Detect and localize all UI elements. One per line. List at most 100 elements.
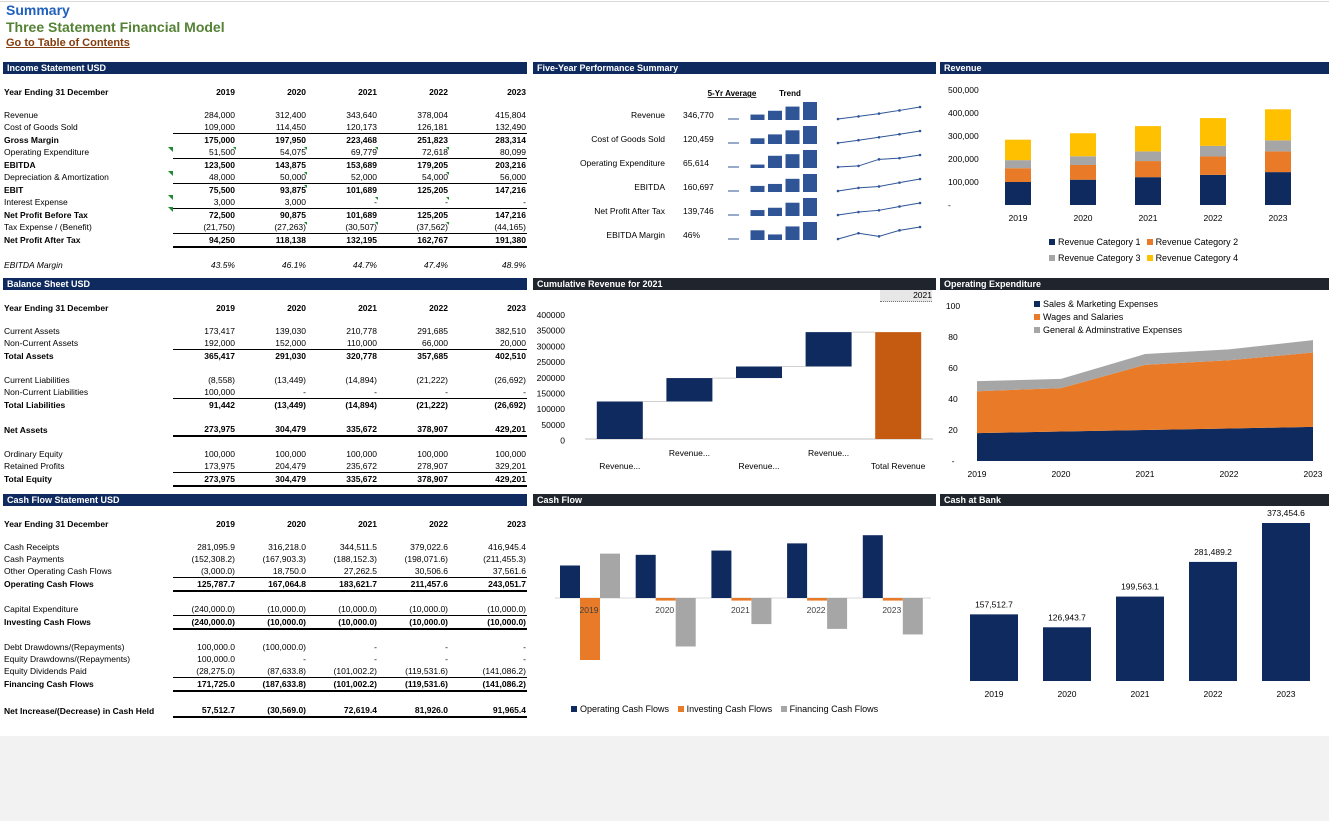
x-tick-label: 2019 <box>985 689 1004 699</box>
perf-row-average: 346,770 <box>683 110 714 120</box>
legend-item: Revenue Category 4 <box>1141 253 1238 263</box>
opex-chart: 100 80 60 40 20 - 2019 2020 2021 2022 2023 <box>946 301 1323 479</box>
x-tick-label: 2022 <box>1220 469 1239 479</box>
legend-label: Revenue Category 3 <box>1058 253 1141 263</box>
row-value: 109,000 <box>173 121 236 134</box>
income-statement-header: Income Statement USD <box>3 62 527 74</box>
row-value: - <box>374 654 377 664</box>
y-tick-label: 250000 <box>537 357 566 367</box>
row-value: - <box>378 386 449 399</box>
row-value: 100,000.0 <box>197 654 235 664</box>
row-value: 80,099 <box>449 146 527 159</box>
y-tick-label: 200,000 <box>948 154 979 164</box>
y-tick-label: 500,000 <box>948 85 979 95</box>
cash-flow-bar <box>807 598 828 601</box>
cash-flow-bar <box>882 598 903 601</box>
row-value: 192,000 <box>173 337 236 350</box>
year-cell: 2021 <box>358 519 377 529</box>
trend-point <box>857 115 860 118</box>
x-tick-label: 2019 <box>968 469 987 479</box>
row-value: (27,263) <box>236 221 307 234</box>
x-tick-label: 2020 <box>655 605 674 615</box>
cash-flow-bar <box>862 535 883 598</box>
table-row: Operating Expenditure 51,500 54,075 69,779 7… <box>3 146 527 159</box>
year-cell: 2019 <box>216 87 235 97</box>
row-value: 47.4% <box>423 260 448 270</box>
spark-bar <box>750 114 765 120</box>
row-value: 48.9% <box>501 260 526 270</box>
legend-item: General & Adminstrative Expenses <box>1028 324 1182 337</box>
row-value: 379,022.6 <box>410 542 448 552</box>
trend-point <box>898 156 901 160</box>
toc-link[interactable]: Go to Table of Contents <box>6 37 130 49</box>
row-value: 143,875 <box>275 160 306 170</box>
row-value: 153,689 <box>346 160 377 170</box>
revenue-bar-segment <box>1200 118 1226 146</box>
cash-flow-bar <box>580 598 600 660</box>
row-label: Total Liabilities <box>4 399 66 410</box>
trend-point <box>877 158 881 161</box>
revenue-bar-segment <box>1005 160 1031 169</box>
data-label: 126,943.7 <box>1048 612 1086 622</box>
row-value: 100,000 <box>417 449 448 459</box>
x-tick-label: 2021 <box>1131 689 1150 699</box>
row-value: 291,685 <box>417 326 448 336</box>
row-value: 211,457.6 <box>378 577 449 592</box>
row-label: Investing Cash Flows <box>4 617 91 628</box>
table-row: Current Liabilities (8,558) (13,449) (14,89… <box>3 374 527 386</box>
cash-flow-chart: 2019 2020 2021 2022 2023 <box>555 535 931 660</box>
y-tick-label: 300000 <box>537 341 566 351</box>
row-value: 139,030 <box>275 326 306 336</box>
y-tick-label: 400000 <box>537 310 566 320</box>
row-value: 147,216 <box>495 210 526 220</box>
y-tick-label: 100,000 <box>948 177 979 187</box>
x-tick-label: 2021 <box>1136 469 1155 479</box>
row-value: (167,903.3) <box>262 554 306 564</box>
table-row: Total Liabilities 91,442 (13,449) (14,894) (… <box>3 399 527 412</box>
row-value: 44.7% <box>352 260 377 270</box>
row-value: 56,000 <box>449 171 527 184</box>
row-value: 402,510 <box>495 351 526 361</box>
row-label: Current Liabilities <box>4 375 70 385</box>
year-cell: 2023 <box>507 303 526 313</box>
row-value: (211,455.3) <box>483 554 526 564</box>
opex-legend: Sales & Marketing Expenses Wages and Sal… <box>1028 298 1182 337</box>
table-row: Depreciation & Amortization 48,000 50,000 5… <box>3 171 527 184</box>
trend-point <box>877 135 881 139</box>
row-value: 197,950 <box>275 135 306 145</box>
revenue-bar-segment <box>1005 168 1031 182</box>
y-tick-label: 200000 <box>537 373 566 383</box>
trend-line <box>837 178 921 192</box>
data-label: 281,489.2 <box>1194 547 1232 557</box>
perf-row-label: EBITDA Margin <box>606 230 665 240</box>
spark-bar <box>750 138 765 144</box>
row-label: Cost of Goods Sold <box>4 122 78 133</box>
x-tick-label: 2021 <box>1139 213 1158 223</box>
cumulative-year-field[interactable]: 2021 <box>880 290 932 302</box>
row-value: 147,216 <box>495 185 526 195</box>
row-value: 72,500 <box>209 210 235 220</box>
spark-bar <box>785 178 800 192</box>
opex-chart-header: Operating Expenditure <box>940 278 1329 290</box>
spark-bar <box>803 198 817 216</box>
year-header-row: Year Ending 31 December 2019 2020 2021 2022 2… <box>3 85 527 99</box>
revenue-bar-segment <box>1265 151 1291 173</box>
table-row: Investing Cash Flows (240,000.0) (10,000.0… <box>3 615 527 630</box>
row-value: (30,507) <box>307 221 378 234</box>
trend-point <box>898 229 901 232</box>
x-tick-label: 2022 <box>807 605 826 615</box>
row-value: 118,138 <box>236 233 307 248</box>
row-value: (10,000.0) <box>307 615 378 630</box>
table-row: Tax Expense / (Benefit) (21,750) (27,263)(… <box>3 221 527 234</box>
row-label: EBITDA Margin <box>4 260 63 270</box>
trend-point <box>857 164 860 168</box>
row-value: - <box>445 654 448 664</box>
row-value: 284,000 <box>204 110 235 120</box>
row-value: 365,417 <box>204 351 235 361</box>
avg-column-header: 5-Yr Average <box>708 89 757 98</box>
row-value: 162,767 <box>378 233 449 248</box>
year-cell: 2022 <box>429 303 448 313</box>
legend-item: Wages and Salaries <box>1028 311 1182 324</box>
trend-point <box>877 112 881 115</box>
row-value: 57,512.7 <box>173 704 236 718</box>
